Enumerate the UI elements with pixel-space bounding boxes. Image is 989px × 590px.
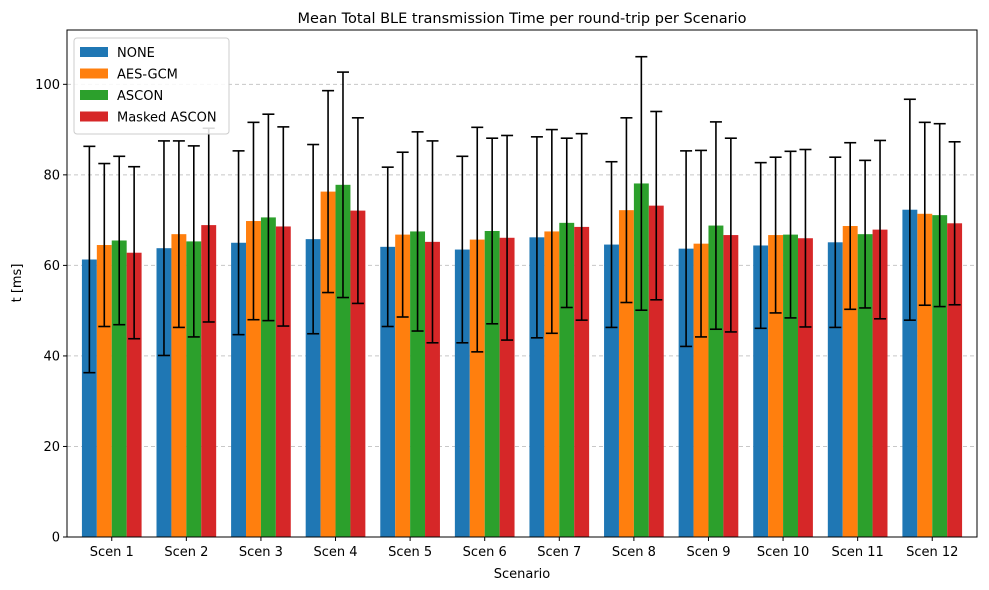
bar [246,221,261,538]
bar [469,239,485,537]
bar [842,226,858,537]
bar [126,252,142,538]
bar [156,248,172,537]
error-bars [83,55,961,374]
x-tick-label: Scen 2 [164,545,208,560]
legend-label: AES-GCM [117,68,178,83]
bar [917,213,933,537]
bar [96,245,112,537]
y-tick-label: 0 [52,531,60,546]
y-axis-label: t [ms] [10,264,25,303]
x-tick-label: Scen 6 [463,545,507,560]
bar [902,209,918,538]
bar [753,245,769,537]
x-tick-label: Scen 1 [90,545,134,560]
bar [231,242,247,538]
bar [186,241,202,538]
x-tick-label: Scen 10 [757,545,809,560]
bar [723,235,739,537]
bar [827,242,843,537]
bar [171,234,187,538]
bar [454,249,470,537]
bar [559,222,575,537]
bar [768,235,784,537]
bar [932,215,948,537]
bar [529,237,545,537]
x-tick-label: Scen 11 [831,545,883,560]
bar [872,229,888,537]
x-tick-label: Scen 9 [686,545,730,560]
bar [618,210,634,537]
bar [544,231,560,538]
bars [81,183,963,538]
bar [783,234,798,537]
y-tick-label: 20 [43,440,60,455]
x-tick-label: Scen 8 [612,545,656,560]
legend-swatch [80,47,108,57]
bar [947,223,963,537]
bar [797,238,813,537]
bar [648,205,664,537]
legend-swatch [80,90,108,100]
x-tick-label: Scen 12 [906,545,958,560]
bar [350,210,366,537]
bar [395,234,411,537]
bar [111,240,127,537]
bar [335,184,351,537]
y-tick-label: 40 [43,349,60,364]
bar [201,225,217,537]
y-axis: 0 20 40 60 80 100 [35,78,67,546]
y-tick-label: 80 [43,168,60,183]
legend-box [73,37,230,135]
legend-label: ASCON [117,89,163,104]
bar [320,191,336,537]
bar [678,248,694,538]
bar [81,259,97,537]
bar [499,237,515,537]
y-tick-label: 100 [35,78,60,93]
legend-swatch [80,111,108,122]
bar [574,226,590,538]
bar [484,230,500,537]
bar [410,231,426,538]
bar [425,241,440,537]
x-axis-label: Scenario [494,567,551,582]
legend-label: NONE [117,46,155,61]
bar [708,225,724,538]
x-tick-label: Scen 5 [388,545,432,560]
plot-frame [66,29,978,538]
bar [275,226,291,537]
legend-label: Masked ASCON [117,111,217,126]
y-tick-label: 60 [43,259,60,274]
legend: NONE AES-GCM ASCON Masked ASCON [73,37,230,135]
legend-swatch [80,68,108,79]
y-gridlines [67,83,977,447]
bar [305,239,321,537]
bar [380,246,396,537]
bar [633,183,649,537]
x-axis: Scen 1 Scen 2 Scen 3 Scen 4 Scen 5 Scen 6 Scen… [90,537,958,560]
bar [857,234,873,538]
x-tick-label: Scen 4 [314,545,358,560]
x-tick-label: Scen 7 [537,545,581,560]
chart-title: Mean Total BLE transmission Time per rou… [298,11,747,27]
bar [693,243,709,537]
x-tick-label: Scen 3 [239,545,283,560]
bar [260,217,276,537]
bar [604,244,619,537]
